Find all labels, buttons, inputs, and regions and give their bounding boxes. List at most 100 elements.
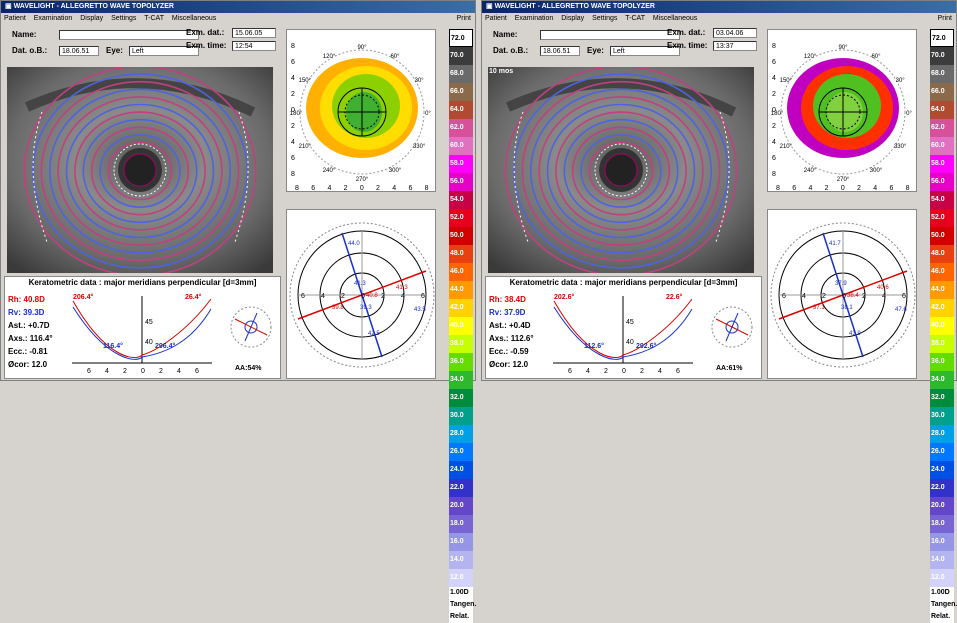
scale-step[interactable]: 12.0 [449, 569, 473, 587]
scale-step[interactable]: 30.0 [930, 407, 954, 425]
scale-step[interactable]: 56.0 [930, 173, 954, 191]
scale-step[interactable]: 60.0 [930, 137, 954, 155]
meridian-diagram: 44.041.340.839.339.841.343.542.56 4 2 0 2 4 6 [289, 222, 435, 368]
scale-step[interactable]: 24.0 [449, 461, 473, 479]
scale-step[interactable]: 40.0 [449, 317, 473, 335]
menu-examination[interactable]: Examination [33, 15, 73, 22]
menu-miscellaneous[interactable]: Miscellaneous [171, 15, 217, 22]
menu-patient[interactable]: Patient [485, 15, 507, 22]
mini-axis-icon [230, 306, 272, 348]
print-menu[interactable]: Print [456, 15, 471, 22]
eye-field[interactable]: Left [610, 46, 680, 56]
menu-examination[interactable]: Examination [514, 15, 554, 22]
scale-step[interactable]: 68.0 [449, 65, 473, 83]
menu-display[interactable]: Display [80, 15, 104, 22]
scale-step[interactable]: 12.0 [930, 569, 954, 587]
scale-step[interactable]: 28.0 [930, 425, 954, 443]
menu-t-cat[interactable]: T-CAT [144, 15, 164, 22]
scale-step[interactable]: 46.0 [930, 263, 954, 281]
scale-scale-step[interactable]: 1.00D [930, 587, 954, 599]
scale-step[interactable]: 22.0 [449, 479, 473, 497]
map-angle-label: 180° [771, 111, 784, 117]
scale-scale-mode2[interactable]: Relat. [930, 611, 954, 623]
scale-scale-mode1[interactable]: Tangen. [449, 599, 476, 611]
dob-field[interactable]: 18.06.51 [540, 46, 580, 56]
menu-miscellaneous[interactable]: Miscellaneous [652, 15, 698, 22]
scale-step[interactable]: 36.0 [930, 353, 954, 371]
axis-k-label: 37.9 [835, 281, 847, 287]
scale-step[interactable]: 44.0 [449, 281, 473, 299]
scale-step[interactable]: 52.0 [449, 209, 473, 227]
scale-step[interactable]: 14.0 [930, 551, 954, 569]
scale-step[interactable]: 54.0 [449, 191, 473, 209]
scale-step[interactable]: 16.0 [930, 533, 954, 551]
scale-step[interactable]: 70.0 [930, 47, 954, 65]
scale-step[interactable]: 70.0 [449, 47, 473, 65]
scale-step[interactable]: 28.0 [449, 425, 473, 443]
scale-step[interactable]: 50.0 [449, 227, 473, 245]
menu-settings[interactable]: Settings [111, 15, 137, 22]
exam-date-field[interactable]: 03.04.06 [713, 28, 757, 38]
scale-step[interactable]: 72.0 [930, 29, 954, 47]
scale-step[interactable]: 16.0 [449, 533, 473, 551]
scale-step[interactable]: 34.0 [449, 371, 473, 389]
name-field[interactable] [59, 30, 199, 40]
scale-step[interactable]: 36.0 [449, 353, 473, 371]
scale-step[interactable]: 32.0 [449, 389, 473, 407]
menu-display[interactable]: Display [561, 15, 585, 22]
color-scale[interactable]: 72.0 70.0 68.0 66.0 64.0 62.0 60.0 58.0 56.0 54.0… [449, 29, 476, 623]
scale-step[interactable]: 48.0 [449, 245, 473, 263]
scale-step[interactable]: 38.0 [930, 335, 954, 353]
scale-scale-mode1[interactable]: Tangen. [930, 599, 957, 611]
scale-step[interactable]: 58.0 [930, 155, 954, 173]
scale-step[interactable]: 18.0 [449, 515, 473, 533]
scale-step[interactable]: 34.0 [930, 371, 954, 389]
scale-step[interactable]: 62.0 [449, 119, 473, 137]
scale-step[interactable]: 66.0 [930, 83, 954, 101]
scale-step[interactable]: 64.0 [930, 101, 954, 119]
menu-settings[interactable]: Settings [592, 15, 618, 22]
scale-step[interactable]: 22.0 [930, 479, 954, 497]
scale-step[interactable]: 40.0 [930, 317, 954, 335]
print-menu[interactable]: Print [937, 15, 952, 22]
profile-x-tick: 4 [586, 368, 590, 375]
scale-step[interactable]: 44.0 [930, 281, 954, 299]
scale-step[interactable]: 46.0 [449, 263, 473, 281]
scale-step[interactable]: 56.0 [449, 173, 473, 191]
scale-step[interactable]: 20.0 [449, 497, 473, 515]
scale-step[interactable]: 48.0 [930, 245, 954, 263]
scale-scale-step[interactable]: 1.00D [449, 587, 473, 599]
exam-date-field[interactable]: 15.06.05 [232, 28, 276, 38]
eye-field[interactable]: Left [129, 46, 199, 56]
steep-profile-curve [72, 298, 212, 358]
scale-step[interactable]: 30.0 [449, 407, 473, 425]
menu-patient[interactable]: Patient [4, 15, 26, 22]
scale-step[interactable]: 58.0 [449, 155, 473, 173]
scale-step[interactable]: 18.0 [930, 515, 954, 533]
scale-step[interactable]: 66.0 [449, 83, 473, 101]
scale-step[interactable]: 60.0 [449, 137, 473, 155]
scale-step[interactable]: 62.0 [930, 119, 954, 137]
scale-step[interactable]: 14.0 [449, 551, 473, 569]
scale-step[interactable]: 26.0 [449, 443, 473, 461]
scale-step[interactable]: 42.0 [930, 299, 954, 317]
dob-field[interactable]: 18.06.51 [59, 46, 99, 56]
scale-step[interactable]: 52.0 [930, 209, 954, 227]
menu-t-cat[interactable]: T-CAT [625, 15, 645, 22]
scale-step[interactable]: 72.0 [449, 29, 473, 47]
scale-step[interactable]: 24.0 [930, 461, 954, 479]
scale-step[interactable]: 50.0 [930, 227, 954, 245]
scale-step[interactable]: 20.0 [930, 497, 954, 515]
exam-time-field[interactable]: 12:54 [232, 41, 276, 51]
scale-step[interactable]: 38.0 [449, 335, 473, 353]
exam-time-field[interactable]: 13:37 [713, 41, 757, 51]
scale-step[interactable]: 42.0 [449, 299, 473, 317]
scale-step[interactable]: 68.0 [930, 65, 954, 83]
name-field[interactable] [540, 30, 680, 40]
scale-scale-mode2[interactable]: Relat. [449, 611, 473, 623]
scale-step[interactable]: 26.0 [930, 443, 954, 461]
color-scale[interactable]: 72.0 70.0 68.0 66.0 64.0 62.0 60.0 58.0 56.0 54.0… [930, 29, 957, 623]
scale-step[interactable]: 64.0 [449, 101, 473, 119]
scale-step[interactable]: 32.0 [930, 389, 954, 407]
scale-step[interactable]: 54.0 [930, 191, 954, 209]
